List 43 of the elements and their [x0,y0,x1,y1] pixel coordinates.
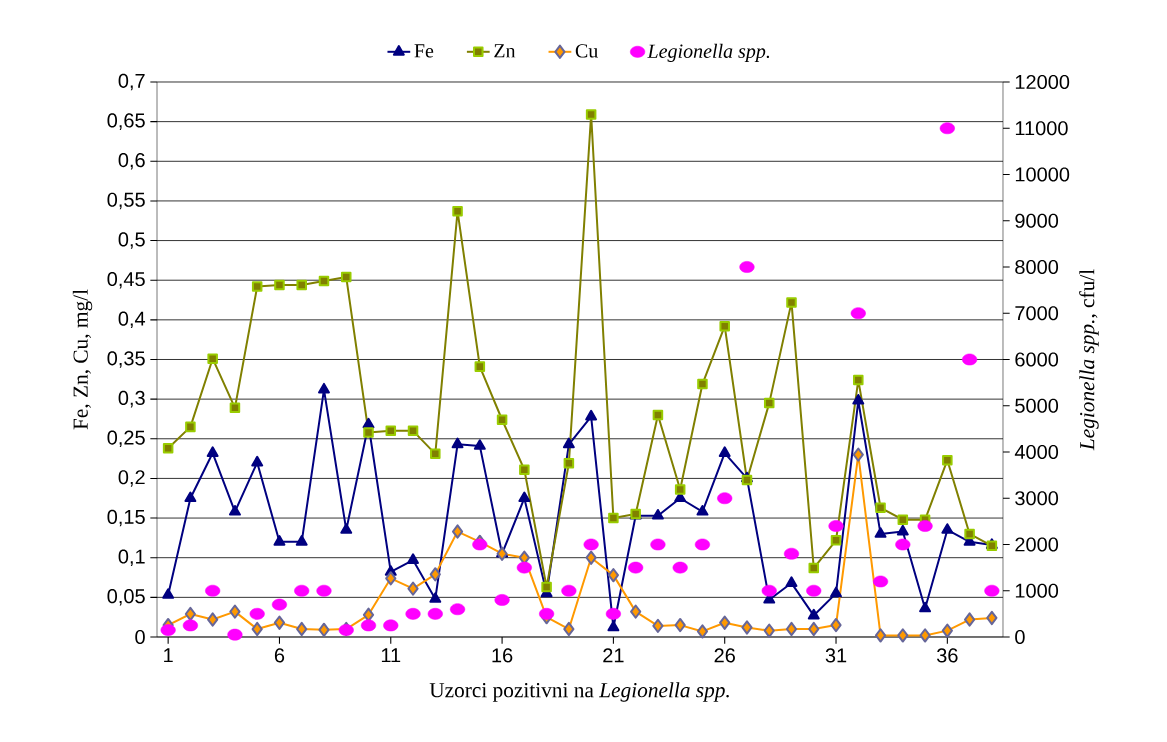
x-tick-label: 11 [381,648,401,663]
y-tick-label: 0,6 [118,153,145,170]
y2-tick-label: 8000 [1015,259,1059,275]
x-tick-label: 26 [714,648,735,663]
x-axis-title: Uzorci pozitivni na Legionella spp. [429,682,729,702]
y2-tick-label: 2000 [1015,537,1059,552]
legend-label: Zn [494,44,516,58]
y-tick-label: 0,05 [107,589,145,606]
y-tick-label: 0,45 [107,271,145,289]
y-tick-label: 0,1 [118,549,145,566]
y2-tick-label: 11000 [1015,121,1068,136]
y-axis-title: Fe, Zn, Cu, mg/l [72,289,93,430]
y-tick-label: 0,5 [118,232,145,249]
y2-tick-label: 10000 [1015,167,1070,182]
y-tick-label: 0,3 [118,390,145,408]
x-tick-label: 16 [492,648,513,663]
y-tick-label: 0,7 [118,73,145,91]
y2-axis-title: Legionella spp., cfu/l [1079,269,1099,451]
legend-label: Legionella spp. [647,43,770,62]
x-tick-label: 31 [825,648,847,663]
y-tick-label: 0,25 [107,430,145,448]
legend-label: Cu [575,44,598,58]
y2-tick-label: 4000 [1014,444,1059,460]
y2-tick-label: 6000 [1015,352,1059,367]
y-tick-label: 0,4 [118,311,146,329]
y2-tick-label: 5000 [1015,398,1059,413]
y2-tick-label: 0 [1015,629,1025,645]
y-tick-label: 0,2 [118,470,145,487]
y2-tick-label: 3000 [1015,491,1059,506]
y2-tick-label: 1000 [1015,583,1059,598]
y-tick-label: 0,15 [107,509,145,527]
y2-tick-label: 9000 [1015,213,1059,228]
y-tick-label: 0,35 [107,351,145,368]
x-tick-label: 36 [936,648,958,663]
y-tick-label: 0,65 [107,113,145,130]
y-tick-label: 0 [135,629,145,645]
x-tick-label: 1 [164,648,173,663]
y2-tick-label: 12000 [1015,74,1070,90]
y2-tick-label: 7000 [1015,306,1059,321]
y-tick-label: 0,55 [107,192,145,210]
x-tick-label: 21 [603,648,624,663]
legend-label: Fe [414,44,434,58]
x-tick-label: 6 [274,648,285,663]
